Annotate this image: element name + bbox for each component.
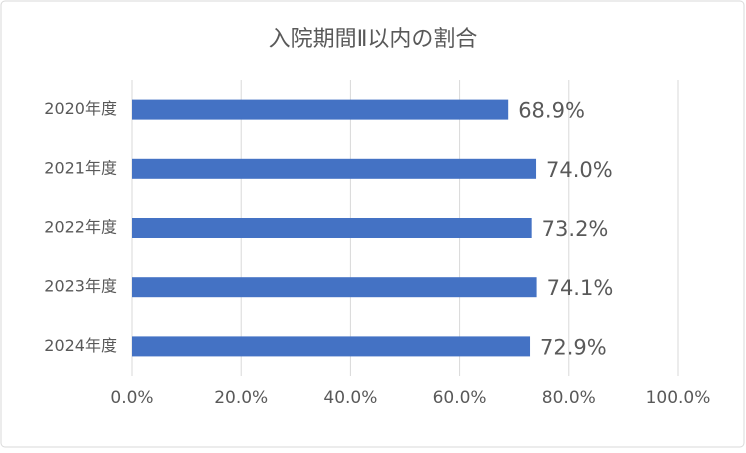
chart-title: 入院期間Ⅱ以内の割合 [269,27,478,52]
bar [132,99,509,120]
y-tick-label: 2021年度 [44,158,117,177]
bar [132,218,532,238]
data-label: 73.2% [542,217,609,241]
data-label: 68.9% [518,99,585,123]
x-tick-label: 100.0% [646,388,711,408]
data-label: 72.9% [540,335,607,359]
x-tick-label: 40.0% [323,388,377,408]
data-label: 74.0% [546,158,613,182]
y-tick-label: 2020年度 [44,99,117,118]
bar [132,336,531,357]
y-tick-label: 2024年度 [44,336,117,355]
x-tick-label: 20.0% [214,388,268,408]
bar [132,158,537,179]
x-tick-label: 60.0% [433,388,487,408]
bar [132,277,537,298]
x-tick-label: 80.0% [542,388,596,408]
data-label: 74.1% [547,276,614,300]
y-tick-label: 2022年度 [44,218,117,237]
y-tick-label: 2023年度 [44,277,117,296]
x-tick-label: 0.0% [110,388,153,408]
